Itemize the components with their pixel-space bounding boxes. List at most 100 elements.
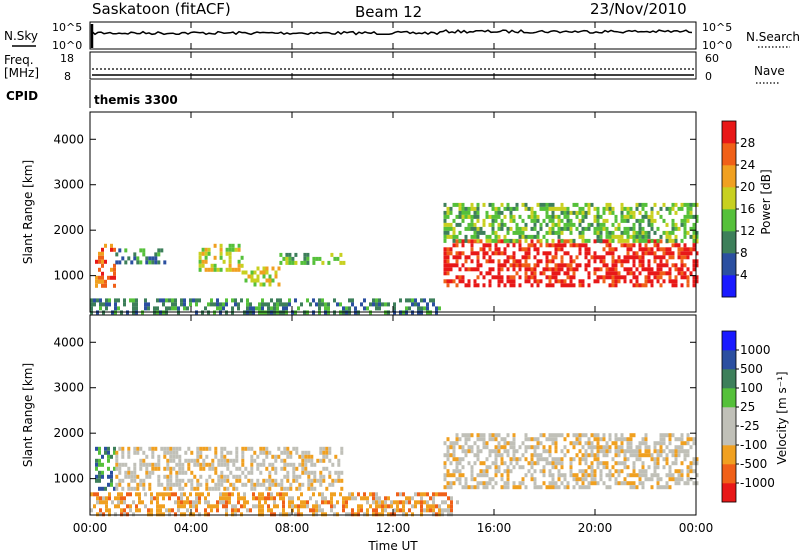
velocity-colorbar-segment	[722, 464, 736, 484]
power-panel: 1000 2000 3000 4000 Slant Range [km] 4 8 12 16…	[21, 111, 773, 315]
time-tick-label: 12:00	[376, 521, 411, 535]
power-colorbar-segment	[722, 209, 736, 232]
freq-tick-top: 18	[60, 52, 74, 65]
power-y-tick-label: 1000	[53, 269, 84, 283]
time-tick: 20:00	[578, 22, 613, 535]
power-y-ticks: 1000 2000 3000 4000	[53, 132, 696, 283]
freq-unit-label: [MHz]	[4, 66, 39, 80]
time-tick-label: 08:00	[275, 521, 310, 535]
power-region-3	[241, 266, 281, 287]
power-colorbar: 4 8 12 16 20 24 28	[721, 120, 755, 298]
power-heatmap	[90, 202, 699, 315]
power-region-0	[95, 243, 116, 288]
velocity-panel: 1000 2000 3000 4000 Slant Range [km] 1000 50…	[21, 314, 789, 517]
time-tick: 00:00	[679, 22, 714, 535]
velocity-colorbar-segment	[722, 445, 736, 465]
time-tick-label: 00:00	[679, 521, 714, 535]
velocity-colorbar-segment	[722, 483, 736, 503]
beam-title: Beam 12	[355, 3, 422, 21]
power-y-tick: 3000	[53, 178, 696, 192]
nsearch-tick-bottom: 10^0	[702, 39, 732, 52]
power-y-tick-label: 3000	[53, 178, 84, 192]
velocity-colorbar-tick: -100	[740, 438, 767, 452]
nsky-label: N.Sky	[4, 29, 38, 43]
velocity-colorbar-tick: 25	[740, 400, 755, 414]
velocity-region-3	[443, 433, 699, 490]
power-colorbar-tick: 12	[740, 224, 755, 238]
power-y-tick: 2000	[53, 223, 696, 237]
power-y-tick-label: 2000	[53, 223, 84, 237]
time-tick-label: 16:00	[477, 521, 512, 535]
power-colorbar-segment	[722, 143, 736, 166]
time-axis: 00:00 04:00 08:00 12:00 16:00 20:00 00:00	[73, 22, 714, 535]
time-tick-label: 00:00	[73, 521, 108, 535]
velocity-y-tick: 2000	[53, 426, 696, 440]
nave-tick-top: 60	[705, 52, 719, 65]
velocity-heatmap	[90, 433, 699, 517]
freq-tick-bottom: 8	[64, 70, 71, 83]
station-title: Saskatoon (fitACF)	[92, 0, 231, 18]
velocity-colorbar-segment	[722, 331, 736, 351]
time-tick: 16:00	[477, 22, 512, 535]
velocity-colorbar-segment	[722, 369, 736, 389]
power-colorbar-tick: 24	[740, 158, 755, 172]
power-region-6	[443, 239, 699, 288]
power-colorbar-tick: 4	[740, 268, 748, 282]
time-tick: 04:00	[174, 22, 209, 535]
power-y-tick-label: 4000	[53, 132, 84, 146]
velocity-colorbar-tick: 100	[740, 381, 763, 395]
power-colorbar-tick: 8	[740, 246, 748, 260]
velocity-region-1	[115, 446, 344, 491]
time-tick: 08:00	[275, 22, 310, 535]
date-title: 23/Nov/2010	[590, 0, 687, 18]
velocity-y-tick: 4000	[53, 335, 696, 349]
power-region-7	[443, 202, 699, 243]
velocity-region-2	[90, 492, 459, 517]
velocity-colorbar-segment	[722, 426, 736, 446]
power-region-2	[198, 243, 244, 272]
time-tick-label: 20:00	[578, 521, 613, 535]
power-colorbar-label: Power [dB]	[759, 169, 773, 234]
time-tick: 00:00	[73, 22, 108, 535]
velocity-colorbar-tick: 500	[740, 362, 763, 376]
power-colorbar-segment	[722, 165, 736, 188]
nsky-tick-top: 10^5	[52, 21, 82, 34]
nsearch-label: N.Search	[746, 30, 800, 44]
freq-panel: Freq. [MHz] 18 8 60 0 Nave	[4, 51, 785, 84]
nave-tick-bottom: 0	[705, 70, 712, 83]
nsky-panel: N.Sky 10^5 10^0 10^5 10^0 N.Search	[4, 21, 800, 52]
velocity-y-tick-label: 1000	[53, 472, 84, 486]
velocity-colorbar-tick: 1000	[740, 343, 771, 357]
velocity-colorbar-tick: -500	[740, 457, 767, 471]
power-colorbar-segment	[722, 275, 736, 298]
velocity-y-tick: 3000	[53, 381, 696, 395]
time-tick-label: 04:00	[174, 521, 209, 535]
nsky-trace	[90, 24, 693, 48]
velocity-y-label: Slant Range [km]	[21, 363, 35, 467]
velocity-region-0	[95, 446, 116, 491]
velocity-colorbar-tick: -25	[740, 419, 760, 433]
velocity-colorbar-tick: -1000	[740, 476, 775, 490]
velocity-colorbar-segment	[722, 388, 736, 408]
velocity-colorbar-segment	[722, 350, 736, 370]
cpid-program: themis 3300	[94, 93, 178, 107]
velocity-colorbar-segment	[722, 407, 736, 427]
power-colorbar-segment	[722, 231, 736, 254]
freq-label: Freq.	[4, 53, 34, 67]
velocity-y-tick-label: 4000	[53, 335, 84, 349]
power-region-4	[279, 252, 346, 265]
velocity-y-tick-label: 2000	[53, 426, 84, 440]
power-colorbar-tick: 20	[740, 180, 755, 194]
time-tick: 12:00	[376, 22, 411, 535]
velocity-y-tick-label: 3000	[53, 381, 84, 395]
power-colorbar-segment	[722, 253, 736, 276]
velocity-colorbar: 1000 500 100 25 -25 -100 -500 -1000	[721, 330, 775, 503]
power-colorbar-tick: 28	[740, 136, 755, 150]
power-y-tick: 1000	[53, 269, 696, 283]
power-y-label: Slant Range [km]	[21, 160, 35, 264]
nsky-tick-bottom: 10^0	[52, 39, 82, 52]
nave-label: Nave	[754, 64, 785, 78]
nsky-line	[91, 29, 693, 36]
power-y-tick: 4000	[53, 132, 696, 146]
